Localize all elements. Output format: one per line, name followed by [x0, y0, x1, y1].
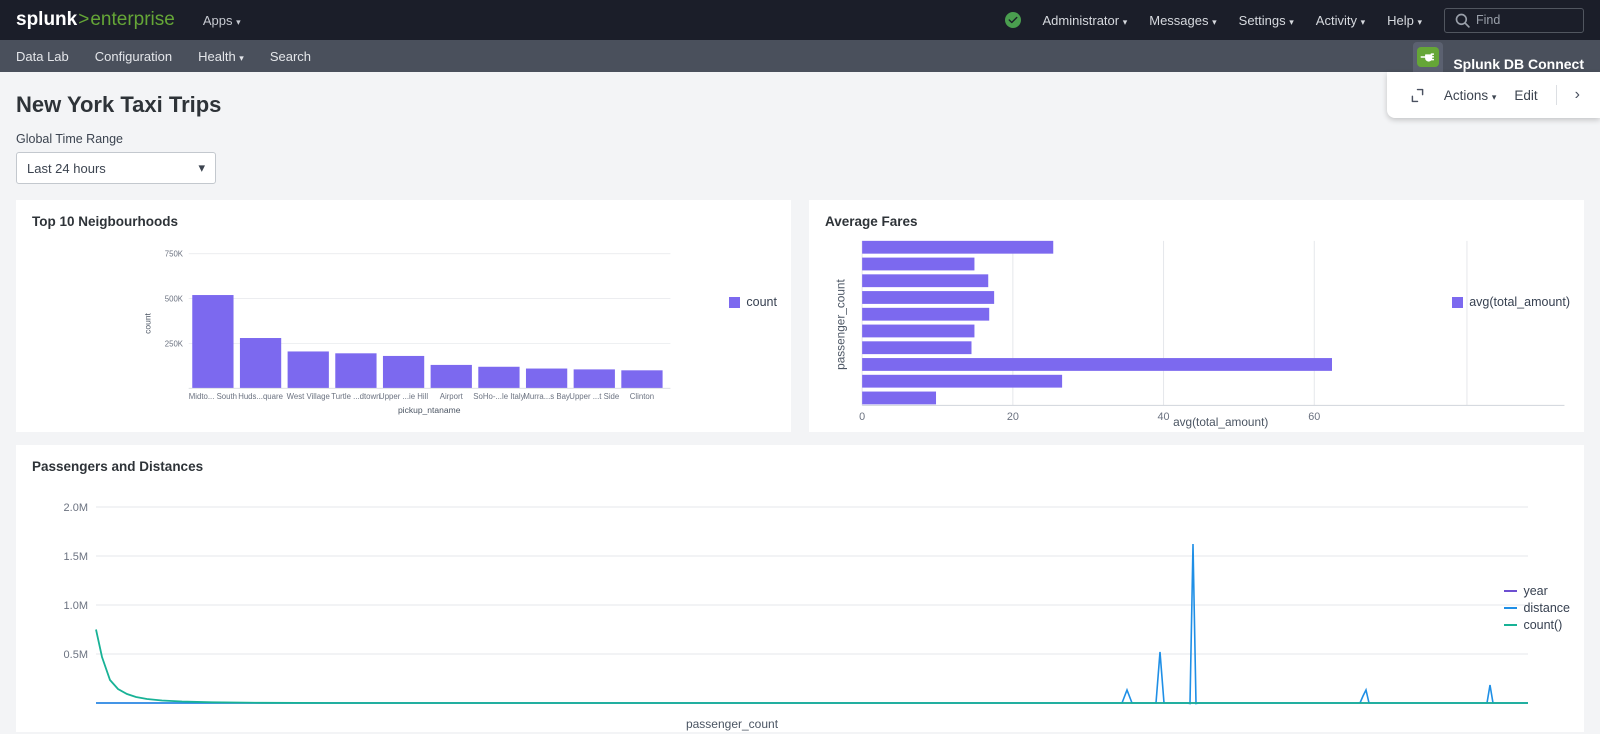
svg-text:60: 60 [1308, 411, 1320, 423]
svg-text:20: 20 [1007, 411, 1019, 423]
svg-text:40: 40 [1158, 411, 1170, 423]
svg-text:SoHo-...le Italy: SoHo-...le Italy [473, 392, 524, 401]
svg-text:avg(total_amount): avg(total_amount) [1173, 415, 1268, 429]
svg-text:0.5M: 0.5M [64, 649, 88, 661]
svg-text:500K: 500K [165, 294, 184, 303]
svg-text:Midto... South: Midto... South [189, 392, 237, 401]
svg-text:Turtle ...dtown: Turtle ...dtown [331, 392, 380, 401]
svg-text:count: count [142, 312, 152, 333]
svg-text:Huds...quare: Huds...quare [238, 392, 283, 401]
svg-text:passenger_count: passenger_count [833, 279, 847, 370]
svg-text:250K: 250K [165, 339, 184, 348]
svg-text:Airport: Airport [440, 392, 464, 401]
svg-text:1.5M: 1.5M [64, 551, 88, 563]
svg-text:pickup_ntaname: pickup_ntaname [398, 405, 461, 415]
svg-text:0: 0 [859, 411, 865, 423]
svg-text:passenger_count: passenger_count [686, 717, 779, 731]
svg-text:West Village: West Village [287, 392, 330, 401]
svg-text:Upper ...t Side: Upper ...t Side [569, 392, 619, 401]
svg-text:Upper ...ie Hill: Upper ...ie Hill [379, 392, 428, 401]
svg-text:750K: 750K [165, 250, 184, 259]
svg-text:Clinton: Clinton [630, 392, 654, 401]
svg-text:2.0M: 2.0M [64, 502, 88, 514]
svg-text:Murra...s Bay: Murra...s Bay [523, 392, 570, 401]
svg-text:1.0M: 1.0M [64, 600, 88, 612]
